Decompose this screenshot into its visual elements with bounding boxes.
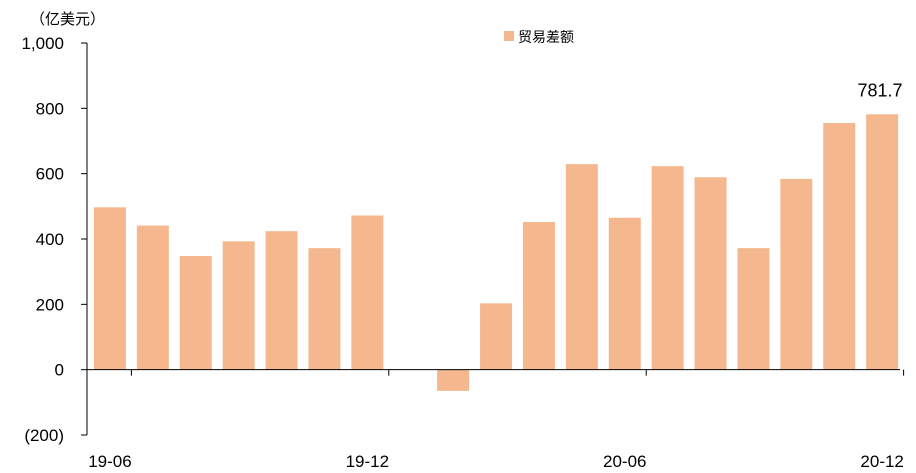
bar xyxy=(308,248,341,370)
bar xyxy=(222,241,255,370)
y-tick-label: 0 xyxy=(55,361,64,380)
x-tick-marks xyxy=(130,369,905,376)
y-tick-label: 800 xyxy=(36,99,64,118)
legend: 贸易差额 xyxy=(504,30,574,46)
y-tick-label: 600 xyxy=(36,165,64,184)
bars xyxy=(93,114,899,391)
bar xyxy=(608,217,641,370)
bar xyxy=(179,255,212,370)
bar xyxy=(565,164,598,370)
bar xyxy=(866,114,899,370)
y-tick-label: 400 xyxy=(36,230,64,249)
data-label: 781.7 xyxy=(857,80,902,100)
bar xyxy=(93,207,126,370)
bar xyxy=(651,166,684,370)
bar xyxy=(265,231,298,370)
y-tick-labels: 1,000 800 600 400 200 0 (200) xyxy=(21,34,64,445)
y-tick-label: 1,000 xyxy=(21,34,64,53)
plot-area: 1,000 800 600 400 200 0 (200) 19-06 19-12 20-06 2… xyxy=(21,34,905,471)
x-tick-label: 19-12 xyxy=(346,452,389,471)
y-tick-label: (200) xyxy=(24,426,64,445)
bar xyxy=(737,248,770,370)
bar xyxy=(351,215,384,370)
bar xyxy=(780,178,813,370)
y-axis-unit-label: （亿美元） xyxy=(30,10,105,28)
legend-label: 贸易差额 xyxy=(518,30,574,46)
bar xyxy=(136,225,169,370)
x-tick-label: 20-06 xyxy=(603,452,646,471)
x-tick-label: 19-06 xyxy=(88,452,131,471)
x-tick-label: 20-12 xyxy=(860,452,903,471)
legend-swatch xyxy=(504,31,514,41)
x-tick-labels: 19-06 19-12 20-06 20-12 xyxy=(88,452,904,471)
bar xyxy=(694,177,727,370)
bar xyxy=(480,303,513,370)
data-labels: 781.7 xyxy=(857,80,902,100)
bar xyxy=(522,222,555,370)
y-tick-label: 200 xyxy=(36,295,64,314)
y-tick-marks xyxy=(81,42,87,436)
bar xyxy=(437,369,470,391)
bar xyxy=(823,123,856,370)
